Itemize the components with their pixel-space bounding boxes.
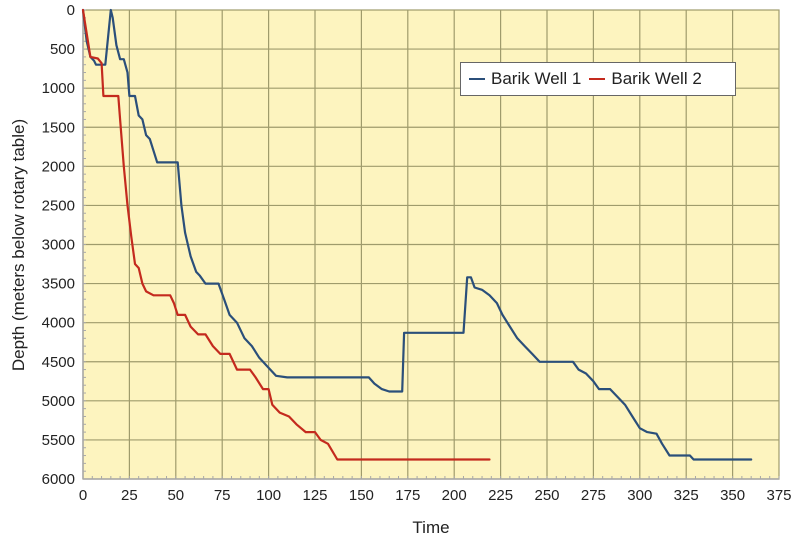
svg-text:150: 150 [349, 487, 374, 504]
series-line-1 [81, 8, 753, 461]
svg-text:200: 200 [442, 487, 467, 504]
svg-text:275: 275 [581, 487, 606, 504]
svg-text:300: 300 [627, 487, 652, 504]
svg-text:225: 225 [488, 487, 513, 504]
svg-text:2500: 2500 [42, 197, 75, 214]
svg-text:1000: 1000 [42, 80, 75, 97]
x-axis-tick-labels: 0 25 50 75 100 125 150 175 200 225 250 275 300 325 350… [79, 487, 792, 504]
y-axis-tick-labels: 0 500 1000 1500 2000 2500 3000 3500 4000 4500 5000… [42, 2, 75, 488]
svg-text:250: 250 [534, 487, 559, 504]
svg-text:1500: 1500 [42, 119, 75, 136]
svg-text:350: 350 [720, 487, 745, 504]
svg-text:5500: 5500 [42, 432, 75, 449]
svg-text:375: 375 [766, 487, 791, 504]
svg-text:0: 0 [67, 2, 75, 19]
y-axis-title: Depth (meters below rotary table) [9, 119, 28, 371]
legend-label-well-1: Barik Well 1 [491, 69, 582, 88]
svg-text:175: 175 [395, 487, 420, 504]
svg-text:3500: 3500 [42, 276, 75, 293]
legend-label-well-2: Barik Well 2 [611, 69, 702, 88]
x-axis-title: Time [412, 518, 449, 537]
svg-text:3000: 3000 [42, 237, 75, 254]
svg-text:0: 0 [79, 487, 87, 504]
svg-text:325: 325 [674, 487, 699, 504]
svg-text:4500: 4500 [42, 354, 75, 371]
svg-text:2000: 2000 [42, 158, 75, 175]
legend-swatch-well-1 [469, 78, 485, 80]
legend-swatch-well-2 [589, 78, 606, 80]
svg-text:125: 125 [302, 487, 327, 504]
svg-text:25: 25 [121, 487, 138, 504]
legend: Barik Well 1 Barik Well 2 [460, 62, 736, 96]
svg-text:75: 75 [214, 487, 231, 504]
minor-ticks [82, 9, 780, 480]
svg-text:500: 500 [50, 41, 75, 58]
legend-item-well-2: Barik Well 2 [589, 69, 702, 89]
svg-text:6000: 6000 [42, 471, 75, 488]
svg-text:100: 100 [256, 487, 281, 504]
legend-item-well-1: Barik Well 1 [469, 69, 581, 89]
svg-text:5000: 5000 [42, 393, 75, 410]
svg-text:4000: 4000 [42, 315, 75, 332]
series-lines [81, 8, 753, 461]
svg-text:50: 50 [167, 487, 184, 504]
series-line-2 [81, 8, 491, 461]
